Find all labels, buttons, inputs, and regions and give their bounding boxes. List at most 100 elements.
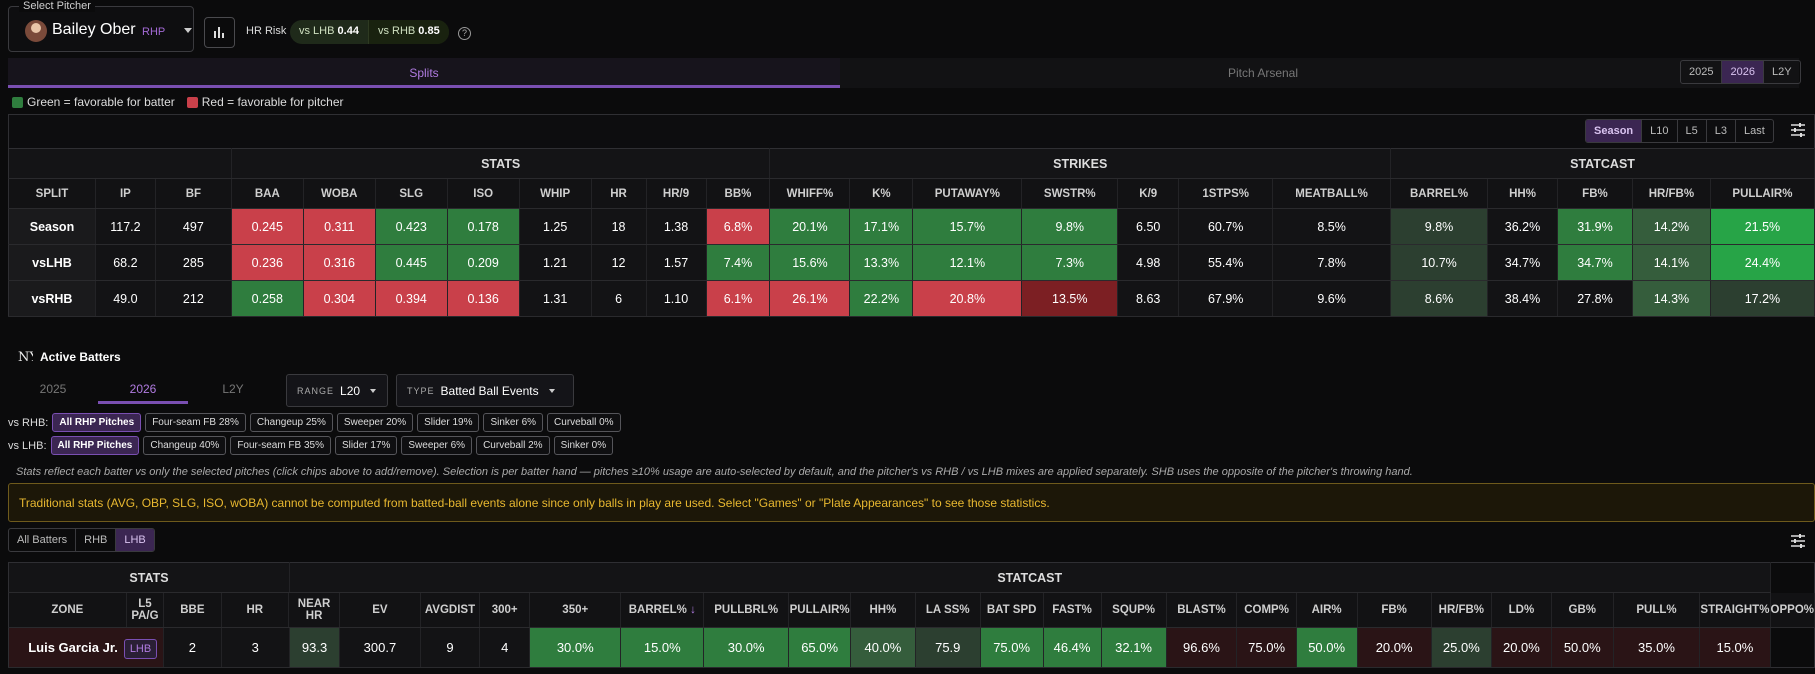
- column-header[interactable]: BLAST%: [1166, 592, 1238, 628]
- range-option[interactable]: Season: [1586, 120, 1643, 142]
- column-header[interactable]: BAT SPD: [980, 592, 1044, 628]
- range-option[interactable]: L3: [1707, 120, 1736, 142]
- filter-lhb[interactable]: LHB: [116, 529, 154, 551]
- column-header[interactable]: K/9: [1117, 178, 1180, 209]
- chart-button[interactable]: [204, 17, 235, 48]
- table-cell: 31.9%: [1557, 208, 1633, 245]
- column-header[interactable]: WHIFF%: [769, 178, 851, 209]
- pitch-chip[interactable]: Curveball 0%: [547, 413, 621, 432]
- pitch-chip[interactable]: Sweeper 20%: [336, 413, 414, 432]
- table-cell: 0.136: [447, 280, 520, 317]
- column-header[interactable]: WOBA: [303, 178, 376, 209]
- batter-name-cell[interactable]: Luis Garcia Jr. LHB: [8, 627, 165, 668]
- column-header[interactable]: SLG: [375, 178, 448, 209]
- pitch-chip[interactable]: Curveball 2%: [476, 436, 550, 455]
- table-cell: 20.8%: [912, 280, 1023, 317]
- range-option[interactable]: Last: [1744, 125, 1765, 137]
- column-header[interactable]: LD%: [1491, 592, 1552, 628]
- year-option[interactable]: L2Y: [1771, 66, 1792, 78]
- table-cell: 20.0%: [1491, 627, 1552, 668]
- column-header[interactable]: HR/FB%: [1431, 592, 1492, 628]
- hr-risk-pill: vs LHB 0.44 vs RHB 0.85: [290, 20, 449, 44]
- pitch-chip[interactable]: Slider 19%: [417, 413, 480, 432]
- active-year-tab[interactable]: 2026: [98, 374, 188, 404]
- column-header[interactable]: PULLAIR%: [788, 592, 852, 628]
- tab-pitch-arsenal[interactable]: Pitch Arsenal: [1227, 66, 1299, 80]
- column-header[interactable]: PUTAWAY%: [912, 178, 1023, 209]
- column-header[interactable]: EV: [339, 592, 421, 628]
- column-header[interactable]: COMP%: [1236, 592, 1297, 628]
- column-header[interactable]: K%: [849, 178, 914, 209]
- range-dropdown[interactable]: RANGE L20: [286, 374, 388, 407]
- column-header[interactable]: WHIP: [519, 178, 592, 209]
- pitch-chip[interactable]: Four-seam FB 35%: [230, 436, 332, 455]
- year-option[interactable]: 2025: [1681, 61, 1723, 83]
- help-icon[interactable]: ?: [458, 27, 471, 40]
- column-header[interactable]: FB%: [1557, 178, 1633, 209]
- settings-sliders-icon[interactable]: [1790, 122, 1806, 138]
- column-header[interactable]: NEAR HR: [288, 592, 341, 628]
- column-header[interactable]: ISO: [447, 178, 520, 209]
- pitch-chip[interactable]: Sinker 6%: [483, 413, 544, 432]
- column-header[interactable]: BBE: [163, 592, 222, 628]
- pitch-chip[interactable]: Slider 17%: [335, 436, 398, 455]
- column-header[interactable]: GB%: [1551, 592, 1614, 628]
- pitch-chip[interactable]: All RHP Pitches: [52, 413, 142, 432]
- column-header[interactable]: PULL%: [1613, 592, 1701, 628]
- column-header[interactable]: BAA: [231, 178, 304, 209]
- tab-splits[interactable]: Splits: [8, 58, 840, 88]
- column-header[interactable]: BARREL% ↓: [620, 592, 705, 628]
- column-header[interactable]: 350+: [529, 592, 622, 628]
- column-header[interactable]: PULLBRL%: [703, 592, 790, 628]
- filter-rhb[interactable]: RHB: [76, 529, 117, 551]
- column-header[interactable]: SWSTR%: [1021, 178, 1119, 209]
- table-cell: 27.8%: [1557, 280, 1633, 317]
- column-header[interactable]: PULLAIR%: [1710, 178, 1815, 209]
- column-header[interactable]: SPLIT: [8, 178, 96, 209]
- column-header[interactable]: 1STPS%: [1178, 178, 1274, 209]
- active-year-tab[interactable]: 2025: [39, 382, 67, 396]
- column-header[interactable]: LA SS%: [915, 592, 981, 628]
- pitch-chip[interactable]: All RHP Pitches: [50, 436, 140, 455]
- active-year-tab[interactable]: L2Y: [222, 382, 244, 396]
- column-header[interactable]: HR/FB%: [1632, 178, 1711, 209]
- table-cell: 6.50: [1117, 208, 1180, 245]
- column-header[interactable]: STRAIGHT%: [1699, 592, 1771, 628]
- column-header[interactable]: 300+: [479, 592, 531, 628]
- group-header-strikes: STRIKES: [769, 148, 1392, 179]
- filter-all-batters[interactable]: All Batters: [9, 529, 77, 551]
- pitch-chip[interactable]: Sweeper 6%: [401, 436, 473, 455]
- column-header-label: BARREL%: [628, 604, 687, 616]
- column-header[interactable]: AVGDIST: [420, 592, 481, 628]
- column-header[interactable]: OPPO%: [1770, 592, 1815, 628]
- column-header[interactable]: HR: [221, 592, 290, 628]
- vs-rhb-label: vs RHB: [377, 25, 416, 37]
- column-header[interactable]: HH%: [850, 592, 916, 628]
- column-header[interactable]: BARREL%: [1390, 178, 1489, 209]
- pitch-chip[interactable]: Changeup 40%: [143, 436, 227, 455]
- pitch-chip[interactable]: Changeup 25%: [249, 413, 333, 432]
- range-option[interactable]: L10: [1642, 120, 1678, 142]
- column-header[interactable]: BF: [155, 178, 232, 209]
- pitcher-select[interactable]: Select Pitcher Bailey Ober RHP: [8, 0, 194, 52]
- column-header[interactable]: BB%: [706, 178, 771, 209]
- column-header[interactable]: L5 PA/G: [126, 592, 165, 628]
- column-header[interactable]: AIR%: [1296, 592, 1358, 628]
- column-header[interactable]: HH%: [1487, 178, 1558, 209]
- pitch-chip[interactable]: Sinker 0%: [553, 436, 614, 455]
- range-option[interactable]: L5: [1678, 120, 1707, 142]
- column-header[interactable]: MEATBALL%: [1272, 178, 1392, 209]
- column-header[interactable]: FB%: [1357, 592, 1432, 628]
- year-option[interactable]: 2026: [1722, 61, 1764, 83]
- column-header[interactable]: HR: [591, 178, 647, 209]
- column-header[interactable]: FAST%: [1043, 592, 1102, 628]
- pitch-chip[interactable]: Four-seam FB 28%: [145, 413, 246, 432]
- settings-sliders-icon[interactable]: [1790, 533, 1806, 549]
- table-cell: 24.4%: [1710, 244, 1815, 281]
- column-header[interactable]: SQUP%: [1101, 592, 1167, 628]
- split-label: vsRHB: [8, 280, 96, 317]
- column-header[interactable]: IP: [95, 178, 156, 209]
- column-header[interactable]: ZONE: [8, 592, 127, 628]
- column-header[interactable]: HR/9: [646, 178, 707, 209]
- type-dropdown[interactable]: TYPE Batted Ball Events: [396, 374, 574, 407]
